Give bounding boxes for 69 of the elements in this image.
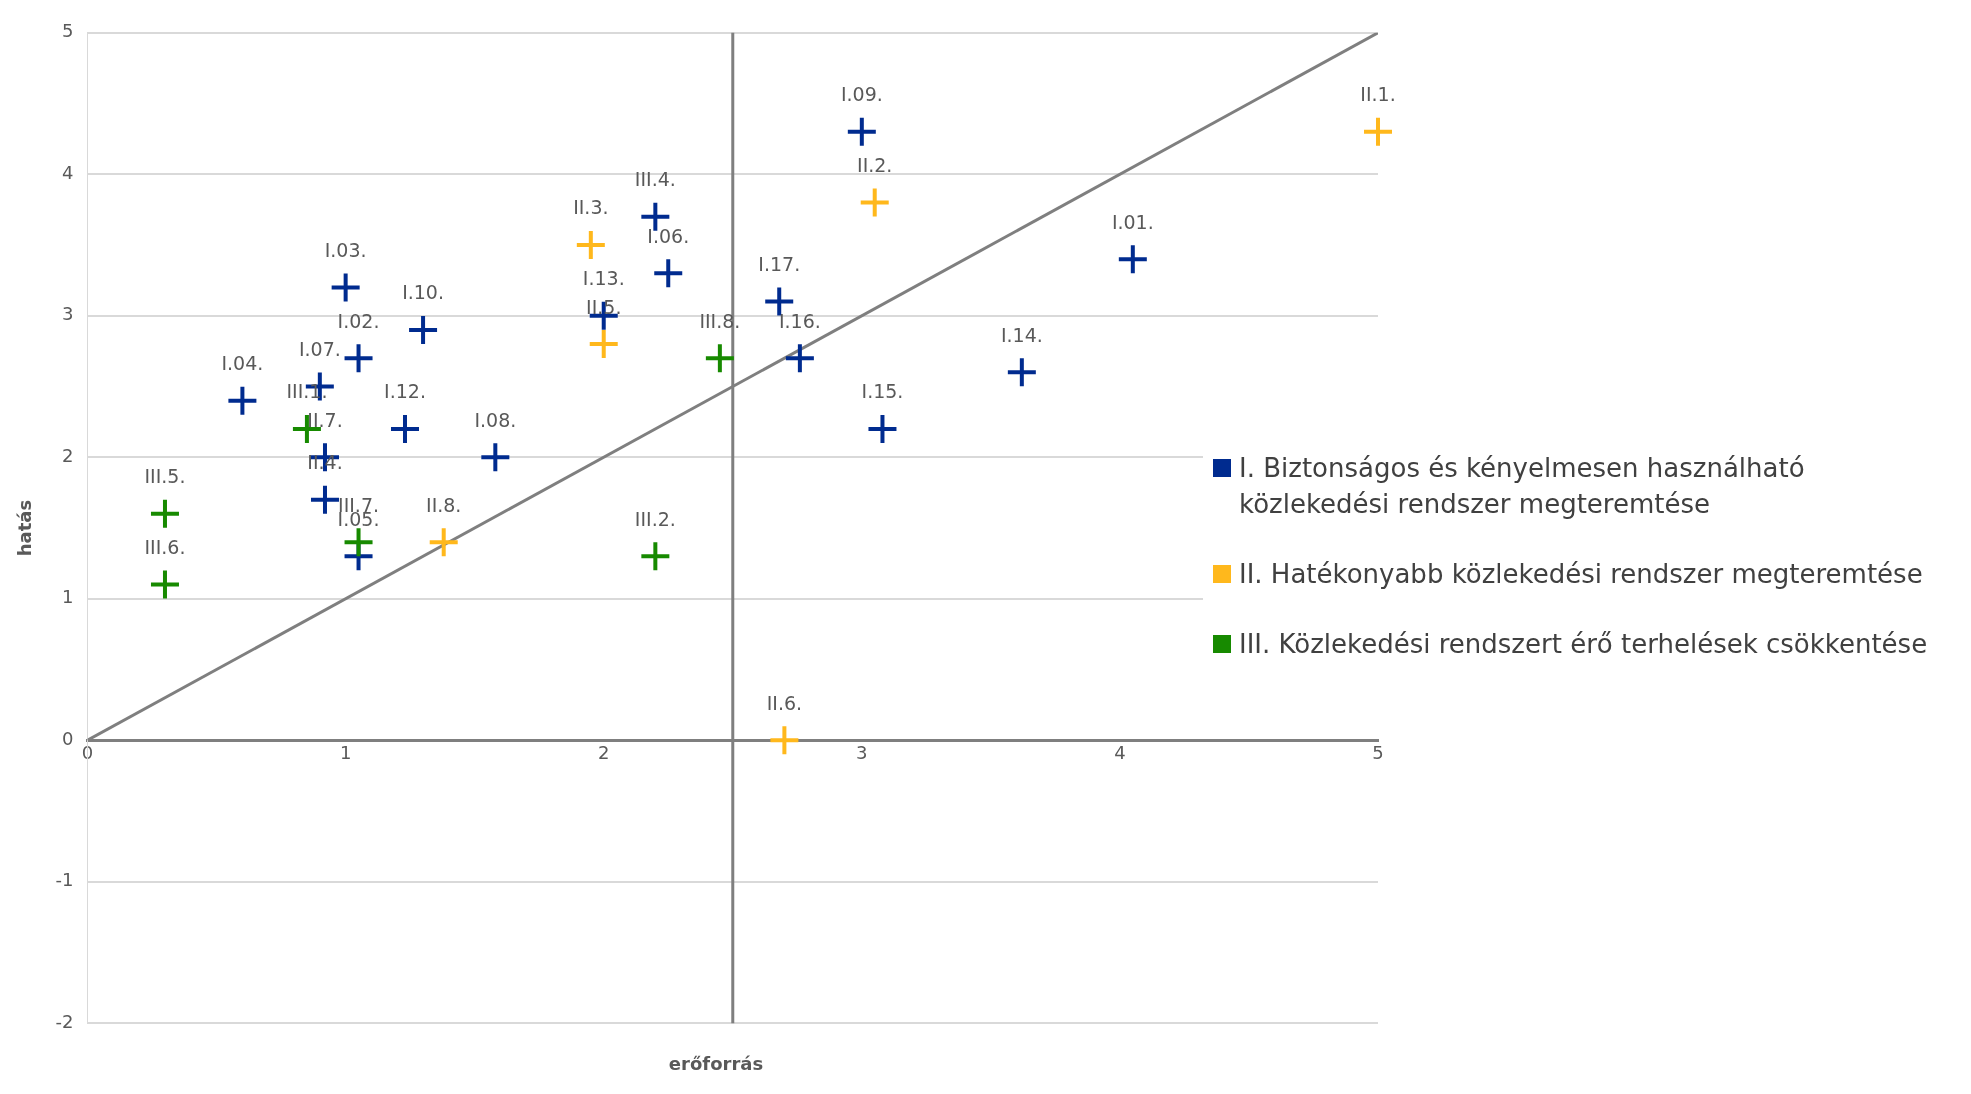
y-tick-label: -2 — [55, 1010, 74, 1032]
annotation: II.1. — [1360, 83, 1396, 106]
annotation: I.09. — [840, 83, 883, 106]
point — [589, 330, 618, 359]
point — [765, 287, 794, 316]
annotation: I.14. — [1000, 323, 1043, 346]
point — [344, 344, 373, 373]
annotation: I.12. — [384, 380, 426, 403]
point — [654, 259, 683, 288]
point — [150, 499, 179, 528]
annotation: II.3. — [573, 196, 609, 219]
annotation: III.2. — [634, 507, 676, 530]
y-tick-label: 3 — [62, 303, 74, 325]
y-axis-title: hatás — [14, 499, 36, 557]
point — [1118, 245, 1147, 274]
y-tick-label: 1 — [62, 586, 74, 608]
y-tick-label: -1 — [55, 869, 74, 891]
annotation: II.2. — [857, 154, 893, 177]
annotation: I.06. — [647, 224, 690, 247]
y-tick-label: 5 — [62, 20, 74, 42]
point — [641, 202, 670, 231]
annotation: I.04. — [221, 352, 264, 375]
x-tick-label: 4 — [1114, 741, 1126, 763]
legend-label: III. Közlekedési rendszert érő terhelések csökkentése — [1239, 628, 1928, 661]
legend-label: I. Biztonságos és kényelmesen használható közlekedési rendszer megteremtése — [1239, 452, 1806, 521]
point — [770, 726, 799, 755]
y-tick-label: 4 — [62, 161, 74, 183]
x-tick-label: 3 — [856, 741, 868, 763]
annotation: I.03. — [324, 238, 367, 261]
annotation: I.08. — [474, 408, 517, 431]
point — [641, 542, 670, 571]
annotation: II.8. — [426, 493, 462, 516]
point — [847, 117, 876, 146]
annotation: I.16. — [778, 309, 821, 332]
annotation: II.7. — [307, 408, 343, 431]
annotation: II.6. — [766, 691, 803, 714]
point — [705, 344, 734, 373]
annotation: I.15. — [861, 380, 904, 403]
point — [409, 315, 438, 344]
point — [576, 231, 605, 260]
annotation: I.07. — [298, 337, 341, 360]
x-tick-label: 2 — [598, 741, 610, 763]
legend-label: II. Hatékonyabb közlekedési rendszer megteremtése — [1239, 558, 1923, 591]
point — [868, 414, 897, 443]
y-tick-label: 2 — [62, 444, 74, 466]
point — [391, 414, 419, 443]
point — [860, 188, 889, 217]
point — [785, 344, 814, 373]
annotation: I.17. — [758, 253, 801, 276]
point — [429, 528, 458, 557]
point — [481, 443, 510, 472]
x-tick-label: 5 — [1372, 741, 1384, 763]
point — [228, 386, 257, 415]
point — [1007, 358, 1036, 387]
x-axis-title: erőforrás — [667, 1053, 765, 1074]
point — [331, 273, 360, 302]
annotation: I.13. — [582, 267, 625, 290]
point — [310, 485, 339, 514]
annotation: III.6. — [144, 536, 186, 559]
annotation: I.02. — [337, 309, 380, 332]
y-tick-label: 0 — [62, 727, 74, 749]
point — [1364, 117, 1392, 146]
annotation: I.10. — [402, 281, 444, 304]
annotation: I.01. — [1111, 210, 1154, 233]
point — [150, 570, 179, 599]
annotation: III.4. — [634, 168, 676, 191]
point — [344, 528, 373, 557]
x-tick-label: 1 — [339, 741, 352, 763]
annotation: III.5. — [144, 465, 186, 488]
